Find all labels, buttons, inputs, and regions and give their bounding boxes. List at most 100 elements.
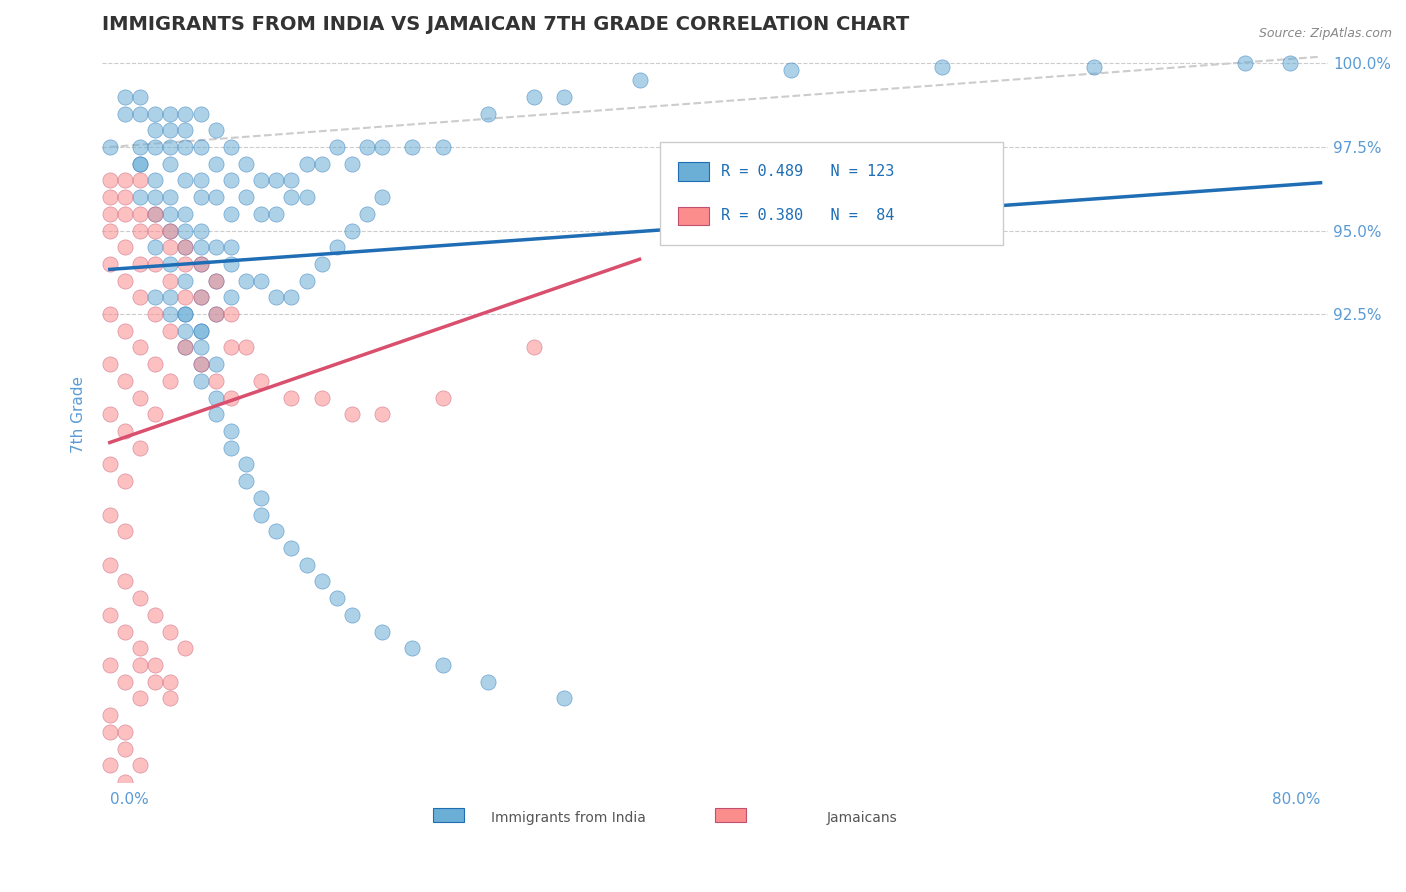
Point [114, 106, 136, 120]
Point [477, 674, 499, 689]
Point [129, 140, 152, 154]
Point [401, 641, 423, 656]
Point [477, 106, 499, 120]
Point [129, 106, 152, 120]
Point [143, 106, 166, 120]
Point [280, 391, 302, 405]
Point [250, 508, 273, 522]
Point [931, 60, 953, 74]
Point [129, 691, 152, 706]
Point [159, 257, 181, 271]
Text: IMMIGRANTS FROM INDIA VS JAMAICAN 7TH GRADE CORRELATION CHART: IMMIGRANTS FROM INDIA VS JAMAICAN 7TH GR… [103, 15, 910, 34]
Point [159, 207, 181, 221]
Point [204, 391, 226, 405]
Point [159, 290, 181, 304]
Point [159, 307, 181, 321]
Point [143, 307, 166, 321]
Point [98, 140, 121, 154]
Point [219, 207, 242, 221]
Point [98, 758, 121, 772]
Point [98, 190, 121, 204]
Text: 0.0%: 0.0% [110, 792, 149, 807]
Point [174, 106, 197, 120]
Point [114, 574, 136, 589]
Point [219, 173, 242, 187]
Point [553, 90, 575, 104]
Point [295, 156, 318, 170]
Point [129, 156, 152, 170]
Point [143, 357, 166, 371]
Point [264, 290, 287, 304]
Point [340, 223, 363, 237]
Point [174, 290, 197, 304]
Point [114, 674, 136, 689]
Point [159, 156, 181, 170]
Point [174, 240, 197, 254]
Point [219, 240, 242, 254]
Point [219, 441, 242, 455]
Point [553, 691, 575, 706]
Point [204, 240, 226, 254]
Point [235, 474, 257, 488]
Text: Source: ZipAtlas.com: Source: ZipAtlas.com [1258, 27, 1392, 40]
Point [98, 307, 121, 321]
Point [432, 391, 454, 405]
Point [143, 207, 166, 221]
Point [219, 140, 242, 154]
Point [190, 190, 212, 204]
Point [129, 591, 152, 606]
Point [190, 257, 212, 271]
Point [340, 408, 363, 422]
Point [174, 641, 197, 656]
Point [779, 63, 801, 78]
Point [143, 240, 166, 254]
Text: Jamaicans: Jamaicans [827, 812, 897, 825]
Point [159, 691, 181, 706]
Point [114, 173, 136, 187]
Point [356, 207, 378, 221]
Text: R = 0.380   N =  84: R = 0.380 N = 84 [721, 209, 894, 223]
Point [114, 274, 136, 288]
Point [114, 374, 136, 388]
Point [264, 524, 287, 539]
Point [326, 140, 349, 154]
Point [129, 173, 152, 187]
Point [159, 274, 181, 288]
Point [219, 424, 242, 438]
Point [280, 290, 302, 304]
Point [98, 207, 121, 221]
Point [98, 724, 121, 739]
Point [295, 274, 318, 288]
Point [219, 391, 242, 405]
Point [129, 190, 152, 204]
Text: 80.0%: 80.0% [1272, 792, 1320, 807]
Point [264, 173, 287, 187]
Point [114, 90, 136, 104]
Point [250, 173, 273, 187]
Point [143, 674, 166, 689]
Point [190, 257, 212, 271]
Point [235, 274, 257, 288]
Point [250, 207, 273, 221]
Point [311, 391, 333, 405]
Point [295, 190, 318, 204]
Point [129, 257, 152, 271]
Point [129, 156, 152, 170]
Point [219, 257, 242, 271]
Point [114, 624, 136, 639]
Point [204, 190, 226, 204]
Point [311, 156, 333, 170]
Point [204, 357, 226, 371]
Point [250, 374, 273, 388]
Point [114, 524, 136, 539]
Point [190, 290, 212, 304]
Point [432, 140, 454, 154]
Point [250, 274, 273, 288]
Point [190, 324, 212, 338]
Point [204, 307, 226, 321]
Point [98, 607, 121, 622]
Point [250, 491, 273, 505]
Point [522, 90, 544, 104]
Point [190, 173, 212, 187]
Point [159, 123, 181, 137]
